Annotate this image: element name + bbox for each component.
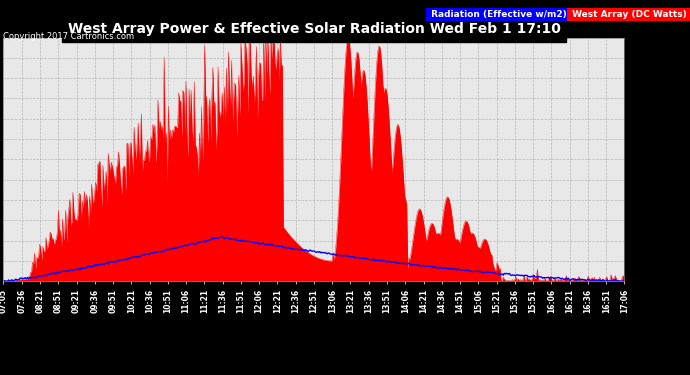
- Text: Radiation (Effective w/m2): Radiation (Effective w/m2): [428, 10, 570, 19]
- Text: Copyright 2017 Cartronics.com: Copyright 2017 Cartronics.com: [3, 32, 135, 41]
- Text: West Array (DC Watts): West Array (DC Watts): [569, 10, 690, 19]
- Title: West Array Power & Effective Solar Radiation Wed Feb 1 17:10: West Array Power & Effective Solar Radia…: [68, 22, 560, 36]
